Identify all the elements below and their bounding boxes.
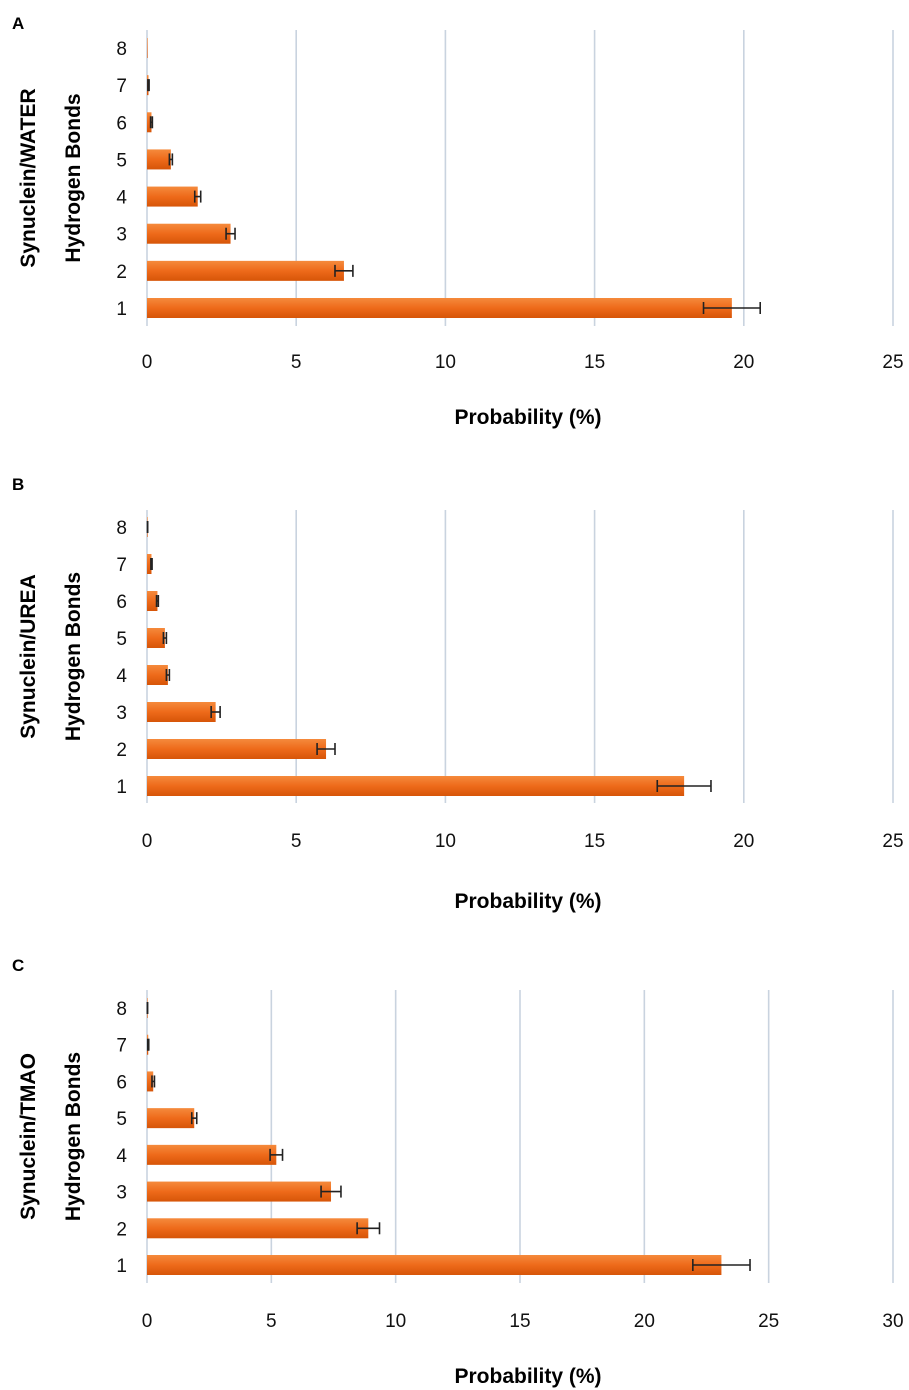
y-tick-label: 3 xyxy=(116,225,127,246)
x-tick-label: 20 xyxy=(733,352,754,373)
bar-a-2 xyxy=(147,260,344,281)
y-axis-label-outer: Synuclein/WATER xyxy=(17,88,40,267)
x-tick-label: 25 xyxy=(882,352,903,373)
bar-b-5 xyxy=(147,628,165,648)
x-tick-label: 15 xyxy=(509,1311,530,1332)
y-tick-label: 4 xyxy=(116,1146,127,1167)
x-tick-label: 10 xyxy=(435,352,456,373)
y-tick-label: 4 xyxy=(116,666,127,687)
y-tick-label: 1 xyxy=(116,299,127,320)
x-tick-label: 15 xyxy=(584,831,605,852)
x-axis-label: Probability (%) xyxy=(454,890,601,913)
x-tick-label: 25 xyxy=(882,831,903,852)
bar-b-4 xyxy=(147,665,168,685)
bar-b-7 xyxy=(147,554,152,574)
x-tick-label: 20 xyxy=(634,1311,655,1332)
y-tick-label: 1 xyxy=(116,777,127,798)
x-tick-label: 25 xyxy=(758,1311,779,1332)
bar-b-2 xyxy=(147,739,327,759)
y-tick-label: 7 xyxy=(116,76,127,97)
y-tick-label: 8 xyxy=(116,999,127,1020)
bar-c-2 xyxy=(147,1218,369,1239)
bar-c-1 xyxy=(147,1255,722,1275)
y-tick-label: 3 xyxy=(116,1183,127,1204)
x-tick-label: 20 xyxy=(733,831,754,852)
x-tick-label: 5 xyxy=(291,831,302,852)
x-tick-label: 0 xyxy=(142,352,153,373)
x-tick-label: 15 xyxy=(584,352,605,373)
y-axis-label-inner: Hydrogen Bonds xyxy=(62,572,85,741)
y-tick-label: 5 xyxy=(116,150,127,171)
y-tick-label: 8 xyxy=(116,39,127,60)
y-axis-label-outer: Synuclein/TMAO xyxy=(17,1053,40,1220)
bar-c-6 xyxy=(147,1071,154,1092)
bar-a-4 xyxy=(147,186,198,207)
y-tick-label: 2 xyxy=(116,1219,127,1240)
bar-b-1 xyxy=(147,776,685,796)
y-axis-label-outer: Synuclein/UREA xyxy=(17,574,40,739)
x-tick-label: 10 xyxy=(385,1311,406,1332)
panel-label-b: B xyxy=(12,475,24,494)
y-tick-label: 4 xyxy=(116,188,127,209)
y-tick-label: 2 xyxy=(116,740,127,761)
y-tick-label: 7 xyxy=(116,555,127,576)
x-tick-label: 5 xyxy=(266,1311,277,1332)
x-tick-label: 5 xyxy=(291,352,302,373)
y-tick-label: 2 xyxy=(116,262,127,283)
x-axis-label: Probability (%) xyxy=(454,1365,601,1388)
y-tick-label: 5 xyxy=(116,1109,127,1130)
panel-label-c: C xyxy=(12,956,24,975)
x-tick-label: 0 xyxy=(142,1311,153,1332)
bar-b-6 xyxy=(147,591,158,611)
bar-a-6 xyxy=(147,112,152,133)
x-tick-label: 10 xyxy=(435,831,456,852)
panel-label-a: A xyxy=(12,14,24,33)
x-tick-label: 0 xyxy=(142,831,153,852)
y-axis-label-inner: Hydrogen Bonds xyxy=(62,93,85,262)
bar-a-5 xyxy=(147,149,171,170)
x-axis-label: Probability (%) xyxy=(454,406,601,429)
y-tick-label: 1 xyxy=(116,1256,127,1277)
bar-a-3 xyxy=(147,223,231,244)
x-tick-label: 30 xyxy=(882,1311,903,1332)
y-axis-label-inner: Hydrogen Bonds xyxy=(62,1052,85,1221)
bar-c-5 xyxy=(147,1108,195,1129)
y-tick-label: 3 xyxy=(116,703,127,724)
y-tick-label: 6 xyxy=(116,1072,127,1093)
y-tick-label: 7 xyxy=(116,1036,127,1057)
y-tick-label: 6 xyxy=(116,592,127,613)
bar-c-3 xyxy=(147,1181,332,1202)
bar-b-3 xyxy=(147,702,216,722)
bar-c-4 xyxy=(147,1144,277,1165)
y-tick-label: 6 xyxy=(116,113,127,134)
bar-a-1 xyxy=(147,298,732,318)
y-tick-label: 8 xyxy=(116,518,127,539)
y-tick-label: 5 xyxy=(116,629,127,650)
bar-a-8 xyxy=(147,38,148,58)
